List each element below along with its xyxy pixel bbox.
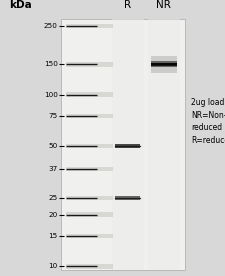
FancyBboxPatch shape [150,63,176,66]
FancyBboxPatch shape [65,196,112,200]
Text: 15: 15 [48,233,57,239]
FancyBboxPatch shape [65,264,112,269]
Text: 10: 10 [48,263,57,269]
Text: 20: 20 [48,212,57,218]
Text: 37: 37 [48,166,57,172]
FancyBboxPatch shape [150,61,176,67]
FancyBboxPatch shape [111,19,143,270]
FancyBboxPatch shape [65,213,112,217]
FancyBboxPatch shape [61,19,184,270]
FancyBboxPatch shape [115,144,140,148]
Text: NR: NR [156,0,171,10]
FancyBboxPatch shape [150,56,176,73]
FancyBboxPatch shape [65,144,112,148]
FancyBboxPatch shape [65,234,112,238]
FancyBboxPatch shape [65,166,112,171]
FancyBboxPatch shape [115,196,140,200]
FancyBboxPatch shape [147,19,179,270]
FancyBboxPatch shape [65,62,112,67]
Text: kDa: kDa [9,0,32,10]
FancyBboxPatch shape [65,24,112,28]
FancyBboxPatch shape [65,92,112,97]
Text: 75: 75 [48,113,57,119]
Text: 100: 100 [44,92,57,98]
Text: 25: 25 [48,195,57,201]
Text: 250: 250 [44,23,57,29]
FancyBboxPatch shape [65,114,112,118]
Text: 2ug loading
NR=Non-
reduced
R=reduced: 2ug loading NR=Non- reduced R=reduced [190,98,225,145]
Text: 150: 150 [44,61,57,67]
Text: 50: 50 [48,143,57,149]
Text: R: R [124,0,131,10]
